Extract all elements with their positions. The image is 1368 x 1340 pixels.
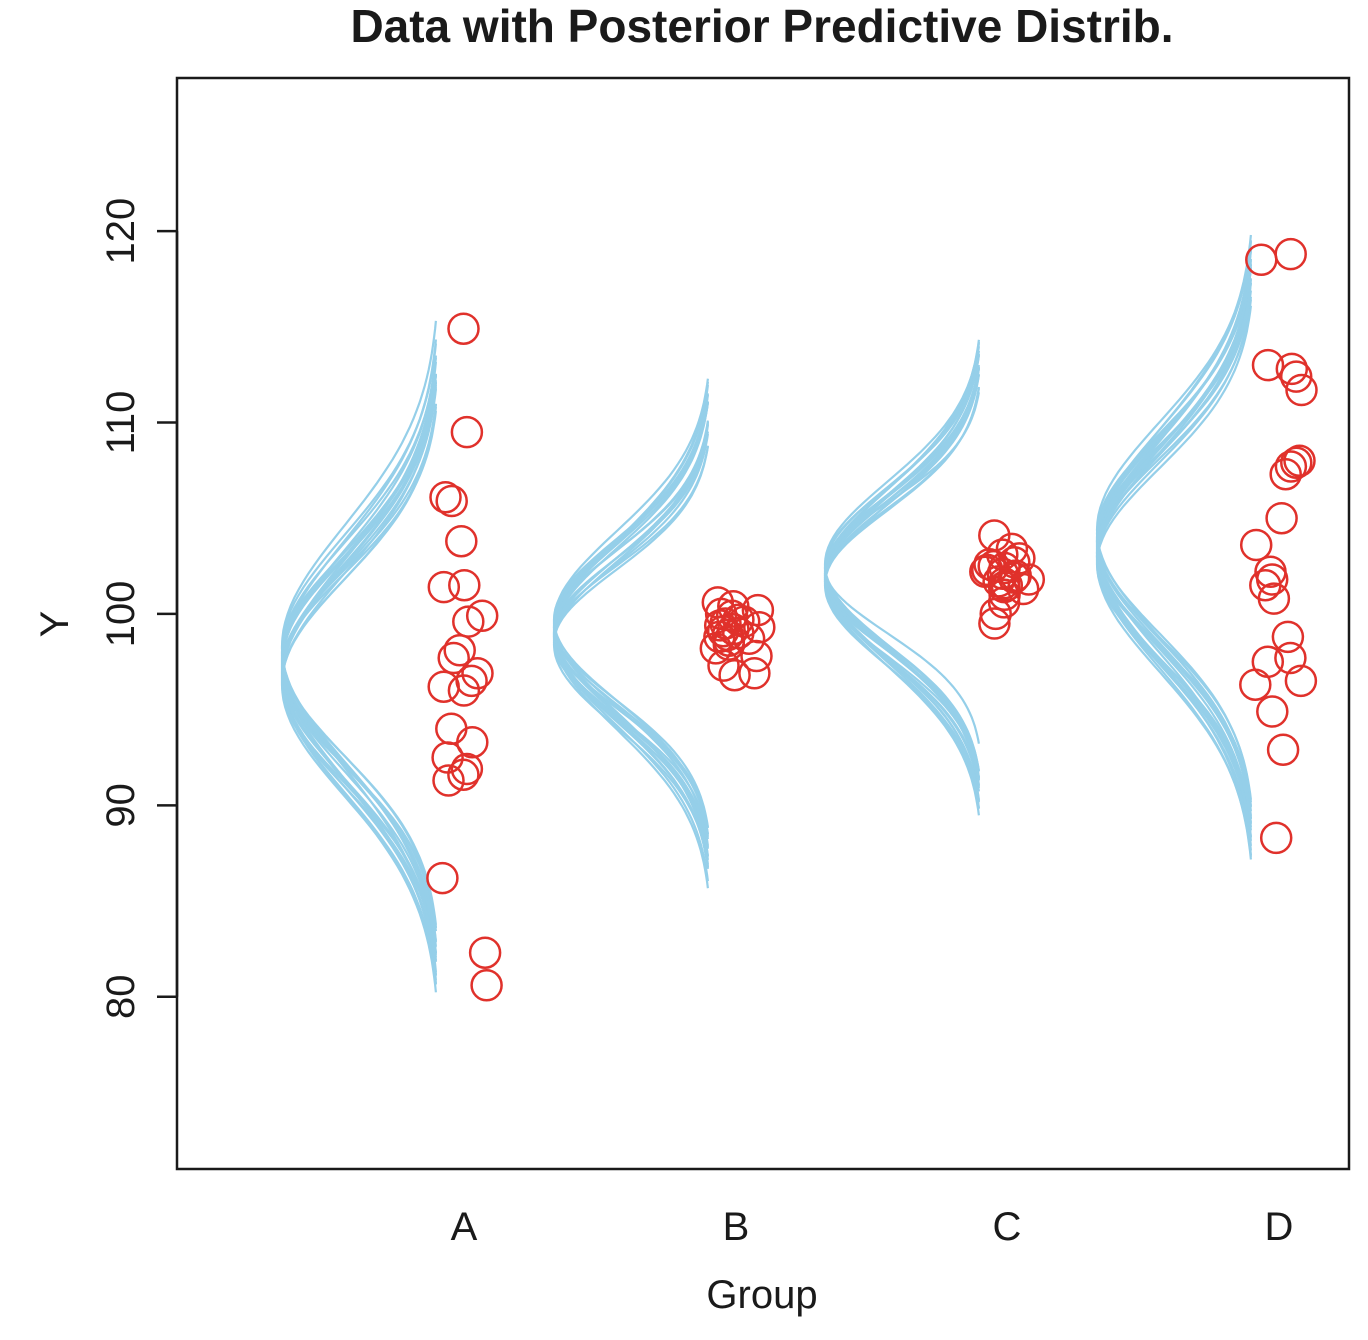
chart-title: Data with Posterior Predictive Distrib. (350, 0, 1173, 52)
posterior-curve-b (552, 422, 709, 867)
data-point-b (706, 614, 740, 648)
data-point-a (450, 415, 484, 449)
y-tick-label: 80 (99, 974, 143, 1019)
data-point-a (427, 570, 461, 604)
data-point-a (455, 664, 488, 698)
posterior-curve-c (823, 392, 980, 744)
data-point-c (979, 597, 1012, 631)
posterior-curve-a (280, 320, 437, 973)
data-point-d (1239, 528, 1273, 562)
data-point-d (1266, 733, 1300, 767)
posterior-curve-c (823, 341, 980, 787)
y-tick-label: 110 (99, 391, 143, 455)
data-point-d (1265, 501, 1298, 535)
data-point-a (435, 712, 468, 746)
posterior-curve-a (280, 373, 437, 943)
data-point-a (448, 568, 481, 602)
posterior-curves (280, 234, 1252, 993)
posterior-curve-b (552, 381, 709, 889)
x-tick-label: C (993, 1205, 1022, 1249)
posterior-curve-c (823, 366, 980, 781)
data-point-a (447, 674, 481, 707)
data-point-c (987, 586, 1021, 619)
data-point-c (977, 549, 1010, 583)
data-point-a (437, 641, 470, 675)
data-point-a (465, 599, 499, 633)
data-point-d (1257, 582, 1291, 615)
data-point-d (1274, 450, 1308, 483)
posterior-curve-b (552, 445, 709, 829)
data-point-b (732, 622, 766, 656)
posterior-curve-d (1095, 241, 1252, 842)
posterior-curve-a (280, 403, 437, 932)
posterior-curve-a (280, 403, 437, 963)
x-tick-label: D (1265, 1205, 1294, 1249)
data-point-d (1255, 563, 1289, 596)
data-point-a (447, 758, 480, 791)
posterior-curve-b (552, 423, 709, 828)
data-point-d (1269, 457, 1302, 491)
posterior-curve-c (823, 368, 980, 803)
x-axis: A B C D (451, 1205, 1294, 1249)
data-point-a (470, 969, 503, 1002)
data-point-a (456, 725, 489, 759)
data-point-b (707, 649, 740, 682)
data-point-d (1279, 360, 1313, 393)
data-point-b (712, 628, 746, 661)
posterior-curve-b (552, 433, 709, 848)
data-point-d (1256, 695, 1289, 728)
data-point-d (1245, 243, 1278, 277)
posterior-curve-d (1095, 260, 1252, 819)
data-point-d (1275, 352, 1309, 386)
data-point-d (1280, 446, 1313, 479)
posterior-curve-c (823, 374, 980, 789)
data-point-a (427, 670, 460, 703)
posterior-curve-c (823, 353, 980, 809)
data-point-a (447, 312, 480, 345)
y-axis-label: Y (33, 611, 77, 638)
posterior-curve-d (1095, 305, 1252, 823)
posterior-curve-a (280, 384, 437, 985)
data-point-d (1285, 373, 1318, 407)
posterior-curve-c (823, 354, 980, 779)
data-point-c (978, 607, 1011, 640)
x-tick-label: B (723, 1205, 750, 1249)
posterior-curve-b (552, 378, 709, 865)
data-point-b (718, 658, 751, 692)
data-point-a (429, 480, 462, 514)
data-point-a (468, 936, 502, 969)
data-point-d (1259, 821, 1293, 855)
data-point-a (435, 484, 468, 518)
posterior-curve-b (552, 394, 709, 861)
data-point-d (1274, 641, 1307, 675)
y-tick-label: 90 (99, 783, 143, 828)
data-point-d (1271, 620, 1305, 654)
data-point-b (703, 609, 737, 642)
data-point-d (1239, 668, 1272, 701)
data-point-d (1251, 645, 1285, 679)
posterior-curve-d (1095, 240, 1252, 820)
y-tick-label: 100 (99, 581, 143, 648)
data-points (426, 237, 1318, 1002)
posterior-curve-a (280, 343, 437, 954)
data-point-d (1274, 237, 1307, 271)
data-point-c (988, 578, 1021, 612)
x-axis-label: Group (706, 1273, 817, 1317)
y-tick-label: 120 (99, 198, 143, 265)
data-point-d (1284, 664, 1318, 698)
data-point-a (443, 634, 476, 667)
y-axis: 80 90 100 110 120 (99, 198, 179, 1019)
data-point-b (740, 639, 773, 673)
data-point-a (450, 752, 484, 786)
data-point-b (699, 632, 733, 665)
data-point-a (432, 764, 465, 797)
data-point-a (445, 524, 478, 558)
x-tick-label: A (451, 1205, 478, 1249)
posterior-curve-a (280, 361, 437, 993)
data-point-b (738, 657, 771, 690)
data-point-a (426, 861, 459, 895)
data-point-d (1251, 348, 1285, 382)
